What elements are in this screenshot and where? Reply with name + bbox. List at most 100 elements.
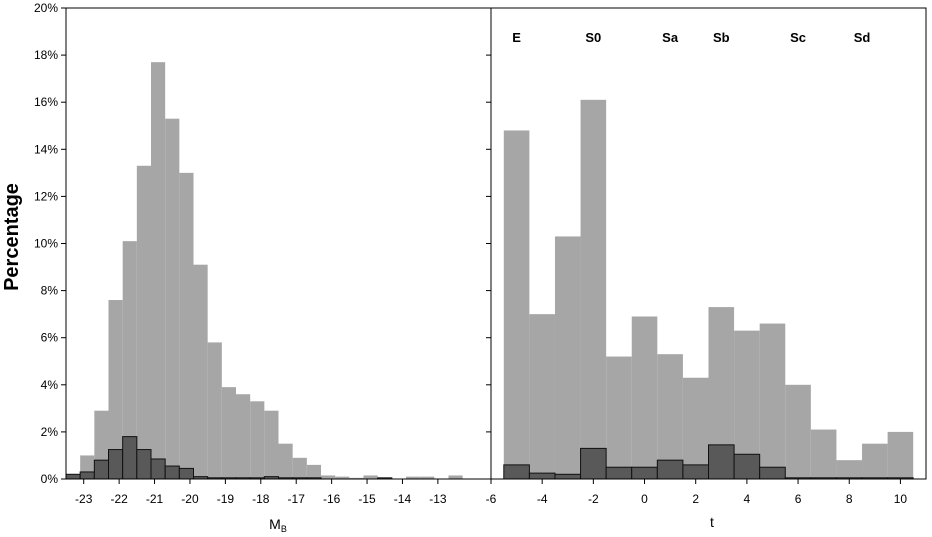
right-x-tick-label: 10	[894, 492, 908, 506]
left-bar-light	[236, 394, 251, 479]
right-x-tick-label: 8	[846, 492, 853, 506]
right-bar-dark	[503, 464, 530, 480]
morphology-label: Sa	[662, 30, 679, 45]
left-x-tick-label: -19	[217, 492, 235, 506]
y-tick-label: 0%	[41, 472, 59, 486]
left-bar-light	[151, 62, 166, 480]
left-bar-dark	[93, 459, 110, 480]
right-bar-dark	[682, 464, 709, 480]
right-bar-dark	[528, 472, 556, 480]
left-bar-light	[321, 475, 336, 479]
left-x-axis-title: MB	[269, 516, 287, 534]
y-tick-label: 2%	[41, 425, 59, 439]
left-bar-light	[165, 118, 180, 479]
right-bar-light	[529, 314, 555, 479]
left-bar-dark	[164, 465, 180, 480]
left-x-tick-label: -21	[146, 492, 164, 506]
left-bar-light	[179, 172, 194, 479]
right-x-tick-label: 0	[641, 492, 648, 506]
left-bar-dark	[108, 449, 124, 480]
right-bar-light	[554, 236, 581, 479]
left-x-tick-label: -18	[252, 492, 270, 506]
left-bar-light	[292, 457, 307, 479]
y-tick-label: 20%	[34, 1, 58, 15]
y-tick-label: 14%	[34, 142, 58, 156]
right-x-tick-label: 6	[795, 492, 802, 506]
left-bar-light	[278, 443, 293, 479]
morphology-label: S0	[585, 30, 601, 45]
right-bar-light	[862, 443, 888, 479]
left-bar-light	[193, 264, 208, 479]
left-bar-light	[207, 342, 222, 479]
right-bar-dark	[733, 453, 761, 480]
morphology-label: Sb	[713, 30, 730, 45]
right-x-tick-label: -4	[537, 492, 548, 506]
right-bar-light	[503, 130, 530, 479]
right-bar-light	[785, 384, 811, 479]
left-x-tick-label: -22	[110, 492, 128, 506]
x-axis-title-main: M	[269, 516, 281, 532]
left-bar-light	[420, 476, 435, 479]
morphology-label: Sc	[790, 30, 806, 45]
left-bar-dark	[150, 458, 166, 480]
right-x-tick-label: 2	[692, 492, 699, 506]
right-bar-dark	[605, 466, 633, 480]
left-bar-light	[363, 475, 378, 479]
y-tick-label: 12%	[34, 189, 58, 203]
right-bar-dark	[759, 466, 786, 480]
left-bar-light	[122, 241, 137, 479]
left-bar-dark	[136, 449, 152, 480]
right-x-axis-title: t	[710, 514, 714, 530]
right-bar-light	[580, 99, 607, 479]
left-x-tick-label: -23	[75, 492, 93, 506]
left-x-tick-label: -15	[358, 492, 376, 506]
right-x-tick-label: 4	[744, 492, 751, 506]
left-bar-light	[250, 401, 265, 479]
right-x-tick-label: -6	[486, 492, 497, 506]
x-axis-title-subscript: B	[281, 524, 287, 534]
right-bar-light	[657, 354, 683, 479]
left-x-tick-label: -16	[323, 492, 341, 506]
right-bar-light	[836, 460, 863, 479]
left-x-tick-label: -13	[429, 492, 447, 506]
y-tick-label: 8%	[41, 284, 59, 298]
left-bar-light	[221, 387, 236, 479]
left-bar-dark	[122, 436, 138, 480]
right-bar-light	[682, 377, 709, 479]
morphology-label: E	[512, 30, 521, 45]
right-bar-dark	[554, 473, 582, 480]
right-bar-light	[810, 429, 837, 479]
left-bar-dark	[178, 467, 195, 480]
y-tick-label: 6%	[41, 331, 59, 345]
left-bar-light	[335, 476, 350, 479]
right-bar-light	[887, 431, 914, 479]
right-bar-dark	[708, 444, 735, 480]
left-x-tick-label: -20	[181, 492, 199, 506]
left-bar-dark	[79, 471, 95, 480]
y-tick-label: 18%	[34, 48, 58, 62]
left-bar-dark	[65, 473, 81, 480]
left-x-tick-label: -14	[394, 492, 412, 506]
right-bar-dark	[580, 447, 607, 480]
morphology-label: Sd	[854, 30, 871, 45]
left-bar-light	[108, 300, 123, 479]
left-bar-light	[306, 464, 321, 479]
y-tick-label: 4%	[41, 378, 59, 392]
left-bar-light	[136, 165, 151, 479]
left-bar-light	[406, 476, 421, 479]
left-bar-light	[448, 475, 463, 479]
right-bar-dark	[631, 466, 658, 480]
y-tick-label: 16%	[34, 95, 58, 109]
y-axis-title: Percentage	[1, 183, 23, 291]
y-tick-label: 10%	[34, 237, 58, 251]
left-bar-light	[349, 477, 364, 479]
right-bar-light	[759, 323, 786, 479]
right-bar-light	[606, 356, 632, 479]
right-bar-light	[631, 316, 658, 479]
right-x-tick-label: -2	[588, 492, 599, 506]
left-bar-light	[264, 410, 279, 479]
left-x-tick-label: -17	[288, 492, 306, 506]
right-bar-dark	[656, 459, 684, 480]
